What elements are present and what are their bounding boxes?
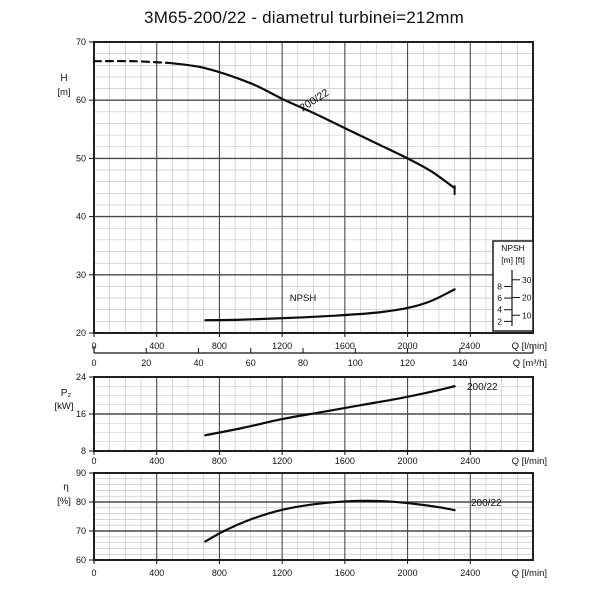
y-tick-label: 70 [76, 526, 86, 536]
chart-power: 24 16 8 P₂ [kW] 0 400 800 1200 1600 2000 2400 Q [l/m… [55, 372, 548, 467]
m3h-tick-label: 140 [452, 358, 467, 368]
y-tick-label: 70 [76, 37, 86, 47]
curve-path [204, 499, 456, 543]
m3h-tick-label: 120 [400, 358, 415, 368]
x-tick-label: 800 [212, 568, 227, 578]
npsh-scale-inset: NPSH [m] [ft] 8 6 42 30 20 10 [492, 240, 534, 332]
x-axis-efficiency: 0 400 800 1200 1600 2000 2400 Q [l/min] [91, 560, 547, 579]
y-axis-unit: [%] [57, 496, 71, 507]
m3h-tick-label: 20 [141, 358, 151, 368]
curve-label-efficiency: 200/22 [471, 498, 502, 509]
x-tick-label: 1200 [272, 568, 292, 578]
curve-power-200-22 [204, 385, 456, 437]
chart-efficiency: 90 80 70 60 η [%] 0 400 800 1200 1600 2000 2400 Q [l/… [57, 468, 547, 579]
curve-path [204, 385, 456, 437]
curve-label-head: NPSH [290, 293, 317, 304]
curve-head-npsh [204, 288, 456, 322]
x-tick-label: 800 [212, 341, 227, 351]
x-axis-unit: Q [l/min] [512, 568, 547, 579]
y-tick-label: 90 [76, 468, 86, 478]
x-axis-unit: Q [l/min] [512, 456, 547, 467]
y-axis-unit: [kW] [55, 401, 74, 412]
npsh-m-tick-label: 2 [497, 316, 502, 326]
x-tick-label: 2400 [460, 568, 480, 578]
grid-minor-efficiency [94, 473, 533, 560]
y-tick-label: 50 [76, 153, 86, 163]
x-tick-label: 400 [149, 456, 164, 466]
x-tick-label: 2000 [398, 568, 418, 578]
npsh-ft-tick-label: 20 [522, 293, 532, 303]
m3h-tick-label: 80 [298, 358, 308, 368]
grid-major-head [94, 42, 533, 333]
npsh-ft-tick-label: 30 [522, 275, 532, 285]
m3h-tick-label: 60 [246, 358, 256, 368]
x-tick-label: 1200 [272, 341, 292, 351]
y-axis-title: η [63, 482, 69, 493]
grid-minor-head [94, 42, 533, 333]
m3h-tick-label: 40 [194, 358, 204, 368]
x-tick-label: 1200 [272, 456, 292, 466]
page-title: 3M65-200/22 - diametrul turbinei=212mm [144, 8, 464, 27]
curve-efficiency-200-22 [204, 499, 456, 543]
npsh-inset-box [492, 240, 534, 332]
y-axis-head: 70 60 50 40 30 20 H [m] [57, 37, 94, 338]
x-tick-label: 400 [149, 341, 164, 351]
npsh-inset-title: NPSH [501, 243, 525, 253]
curve-solid-segment [168, 61, 456, 190]
y-axis-efficiency: 90 80 70 60 η [%] [57, 468, 94, 565]
x-tick-label: 1600 [335, 568, 355, 578]
secondary-axis-m3h: 0 20 40 60 80 100 120 140 Q [m³/h] [91, 346, 547, 369]
x-axis-power: 0 400 800 1200 1600 2000 2400 Q [l/min] [91, 451, 547, 467]
y-tick-label: 20 [76, 328, 86, 338]
y-tick-label: 24 [76, 372, 86, 382]
x-tick-label: 2000 [398, 341, 418, 351]
m3h-tick-label: 100 [348, 358, 363, 368]
plot-border-efficiency [93, 472, 534, 561]
curve-dashed-segment [92, 59, 171, 65]
x-tick-label: 800 [212, 456, 227, 466]
x-tick-label: 2400 [460, 456, 480, 466]
x-axis-unit: Q [l/min] [512, 341, 547, 352]
y-tick-label: 80 [76, 497, 86, 507]
npsh-m-tick-label: 6 [497, 293, 502, 303]
y-axis-unit: [m] [57, 87, 70, 98]
npsh-ft-tick-label: 10 [522, 310, 532, 320]
curve-label-power: 200/22 [467, 382, 498, 393]
x-tick-label: 0 [91, 456, 96, 466]
curve-head-200-22 [92, 59, 456, 196]
x-tick-label: 2400 [460, 341, 480, 351]
x-tick-label: 0 [91, 568, 96, 578]
x-tick-label: 1600 [335, 341, 355, 351]
y-axis-title: P₂ [61, 388, 72, 399]
y-tick-label: 8 [81, 446, 86, 456]
m3h-tick-label: 0 [91, 358, 96, 368]
m3h-axis-unit: Q [m³/h] [513, 358, 547, 369]
y-axis-power: 24 16 8 P₂ [kW] [55, 372, 94, 456]
npsh-inset-units: [m] [ft] [501, 255, 525, 265]
y-tick-label: 40 [76, 212, 86, 222]
x-tick-label: 1600 [335, 456, 355, 466]
x-tick-label: 400 [149, 568, 164, 578]
npsh-m-tick-label: 4 [497, 305, 502, 315]
x-tick-label: 2000 [398, 456, 418, 466]
y-tick-label: 30 [76, 270, 86, 280]
curve-path [204, 288, 456, 322]
grid-major-efficiency [94, 473, 533, 560]
npsh-m-tick-label: 8 [497, 281, 502, 291]
chart-head: 706050403020H[m]04008001200160020002400Q… [57, 37, 547, 352]
y-axis-title: H [60, 73, 67, 84]
y-tick-label: 60 [76, 555, 86, 565]
y-tick-label: 60 [76, 95, 86, 105]
y-tick-label: 16 [76, 409, 86, 419]
plot-border-head [93, 41, 534, 334]
